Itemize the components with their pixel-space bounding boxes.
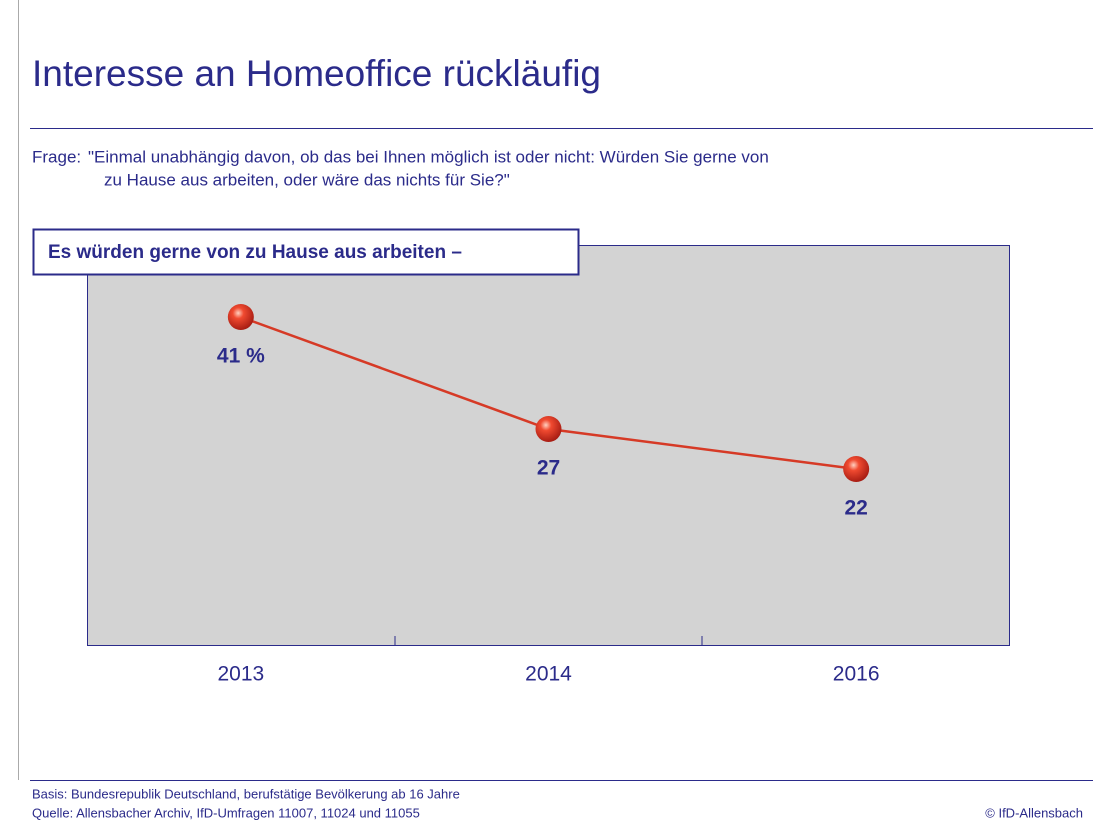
plot-area bbox=[87, 245, 1010, 646]
point bbox=[227, 304, 254, 330]
copyright: © IfD-Allensbach bbox=[985, 805, 1083, 820]
point bbox=[843, 456, 870, 482]
series-label: Es würden gerne von zu Hause aus arbeite… bbox=[48, 242, 462, 263]
x-tick-label: 2013 bbox=[217, 663, 264, 686]
question-line: zu Hause aus arbeiten, oder wäre das nic… bbox=[104, 170, 510, 189]
basis: Basis: Bundesrepublik Deutschland, beruf… bbox=[32, 786, 460, 801]
data-label: 41 % bbox=[217, 345, 265, 368]
question-line: "Einmal unabhängig davon, ob das bei Ihn… bbox=[88, 147, 769, 166]
data-label: 22 bbox=[844, 497, 867, 520]
chart-title: Interesse an Homeoffice rückläufig bbox=[32, 53, 601, 94]
data-label: 27 bbox=[537, 457, 560, 480]
x-tick-label: 2014 bbox=[525, 663, 572, 686]
series-box bbox=[32, 228, 580, 276]
question-label: Frage: bbox=[32, 147, 81, 166]
point bbox=[535, 416, 562, 442]
x-tick-label: 2016 bbox=[833, 663, 880, 686]
source: Quelle: Allensbacher Archiv, IfD-Umfrage… bbox=[32, 805, 420, 820]
